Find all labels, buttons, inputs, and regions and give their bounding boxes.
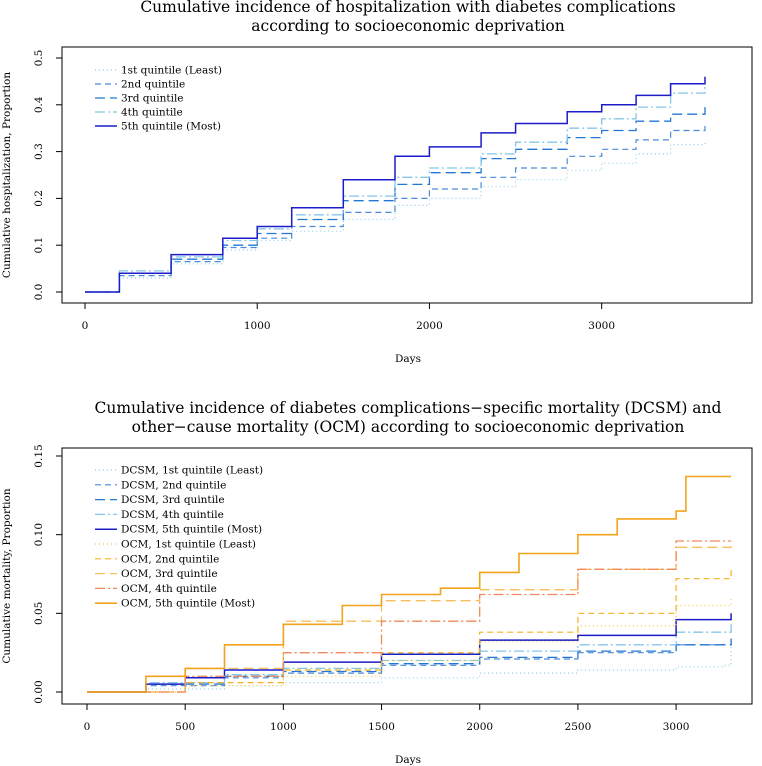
legend-label: DCSM, 2nd quintile xyxy=(121,479,226,491)
legend-label: 2nd quintile xyxy=(121,79,185,91)
x-tick-label: 3000 xyxy=(588,320,615,332)
legend-label: DCSM, 1st quintile (Least) xyxy=(121,465,263,477)
series-group xyxy=(87,475,732,693)
legend: 1st quintile (Least) 2nd quintile 3rd quin… xyxy=(95,65,222,133)
legend-label: 3rd quintile xyxy=(121,93,184,105)
y-axis: 0.00 0.05 0.10 0.15 xyxy=(33,444,63,704)
legend-label: DCSM, 4th quintile xyxy=(121,509,224,521)
y-tick-label: 0.0 xyxy=(33,284,45,301)
x-axis: 0 500 1000 1500 2000 2500 3000 xyxy=(84,703,690,733)
legend-label: OCM, 1st quintile (Least) xyxy=(121,539,256,551)
legend-label: DCSM, 3rd quintile xyxy=(121,494,225,506)
legend-label: OCM, 5th quintile (Most) xyxy=(121,598,255,610)
x-tick-label: 2500 xyxy=(565,721,592,733)
series-line xyxy=(87,644,732,693)
x-tick-label: 2000 xyxy=(466,721,493,733)
legend-label: 4th quintile xyxy=(121,107,183,119)
series-group xyxy=(85,76,706,293)
legend-label: OCM, 3rd quintile xyxy=(121,568,218,580)
chart-title-line-2: other−cause mortality (OCM) according to… xyxy=(132,418,685,436)
legend-label: OCM, 2nd quintile xyxy=(121,553,219,565)
legend-label: 5th quintile (Most) xyxy=(121,121,221,133)
series-line xyxy=(87,475,732,693)
series-line xyxy=(87,622,732,693)
x-axis-label: Days xyxy=(395,353,421,365)
x-tick-label: 500 xyxy=(175,721,195,733)
y-axis: 0.0 0.1 0.2 0.3 0.4 0.5 xyxy=(33,50,63,301)
y-tick-label: 0.3 xyxy=(33,143,45,160)
y-tick-label: 0.05 xyxy=(33,602,45,625)
x-axis: 0 1000 2000 3000 xyxy=(82,302,615,332)
legend: DCSM, 1st quintile (Least) DCSM, 2nd quin… xyxy=(95,465,263,610)
y-axis-label: Cumulative hospitalization, Proportion xyxy=(1,72,13,278)
series-line xyxy=(87,597,732,693)
y-tick-label: 0.4 xyxy=(33,96,45,113)
x-tick-label: 1500 xyxy=(368,721,395,733)
x-tick-label: 0 xyxy=(84,721,91,733)
series-line xyxy=(85,107,706,293)
series-line xyxy=(85,86,706,293)
chart-title-line-2: according to socioeconomic deprivation xyxy=(251,17,564,35)
legend-label: OCM, 4th quintile xyxy=(121,583,217,595)
series-line xyxy=(85,123,706,293)
y-axis-label: Cumulative mortality, Proportion xyxy=(1,488,13,663)
legend-label: DCSM, 5th quintile (Most) xyxy=(121,524,262,536)
y-tick-label: 0.1 xyxy=(33,237,45,254)
y-tick-label: 0.5 xyxy=(33,50,45,67)
hospitalization-panel: Cumulative incidence of hospitalization … xyxy=(1,0,753,365)
x-tick-label: 3000 xyxy=(663,721,690,733)
mortality-panel: Cumulative incidence of diabetes complic… xyxy=(1,399,753,766)
y-tick-label: 0.2 xyxy=(33,190,45,207)
series-line xyxy=(87,540,732,693)
chart-title-line-1: Cumulative incidence of diabetes complic… xyxy=(95,399,722,417)
x-tick-label: 1000 xyxy=(270,721,297,733)
chart-title-line-1: Cumulative incidence of hospitalization … xyxy=(140,0,675,16)
series-line xyxy=(87,566,732,693)
x-tick-label: 0 xyxy=(82,320,89,332)
x-tick-label: 2000 xyxy=(416,320,443,332)
y-tick-label: 0.10 xyxy=(33,523,45,546)
legend-label: 1st quintile (Least) xyxy=(121,65,222,77)
y-tick-label: 0.15 xyxy=(33,444,45,467)
y-tick-label: 0.00 xyxy=(33,680,45,703)
x-axis-label: Days xyxy=(395,754,421,766)
x-tick-label: 1000 xyxy=(244,320,271,332)
series-line xyxy=(85,76,706,293)
